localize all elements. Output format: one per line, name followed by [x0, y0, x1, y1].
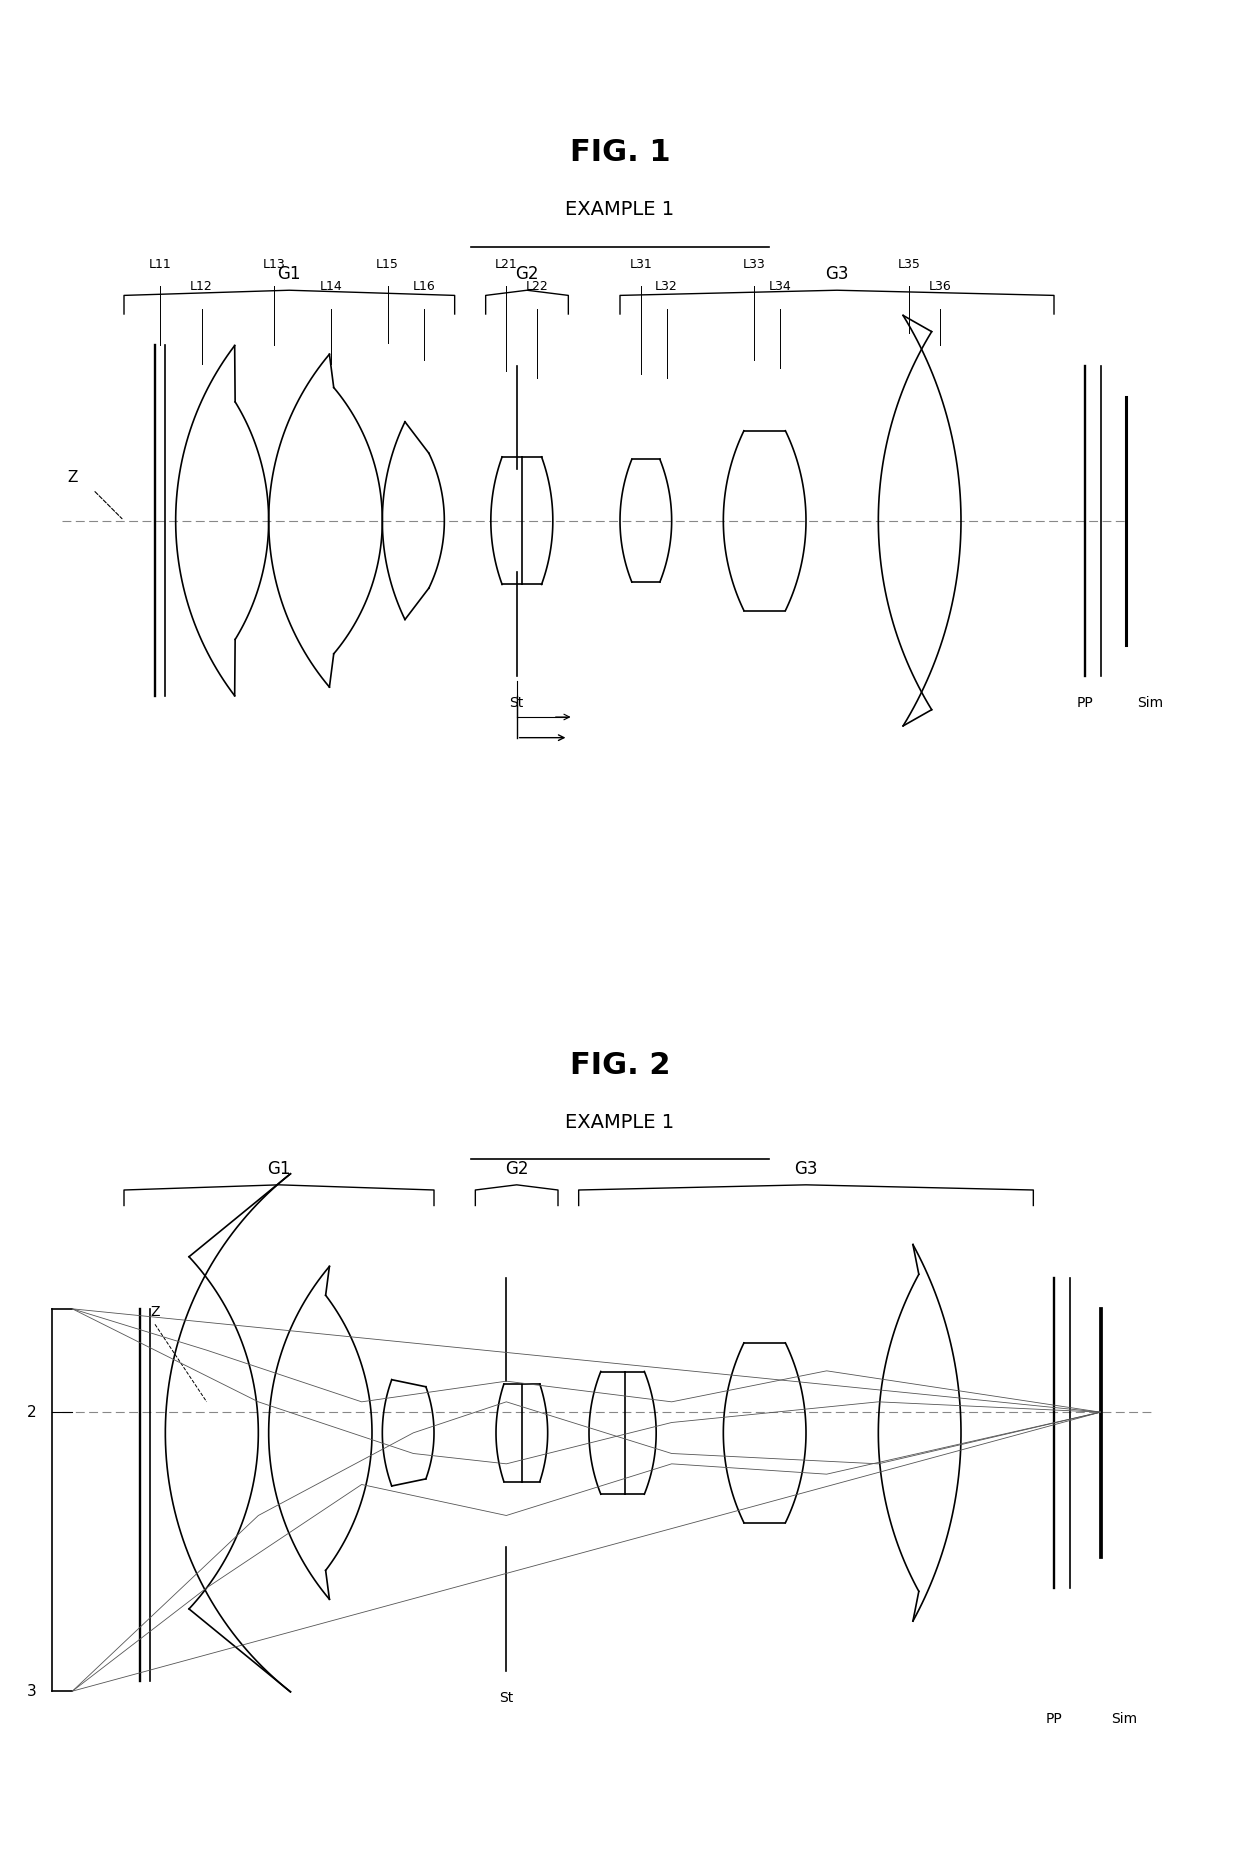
Text: St: St — [510, 696, 523, 711]
Text: L34: L34 — [769, 280, 791, 293]
Text: L11: L11 — [149, 257, 171, 270]
Text: L36: L36 — [929, 280, 952, 293]
Text: L14: L14 — [319, 280, 342, 293]
Text: G2: G2 — [505, 1159, 528, 1178]
Text: PP: PP — [1076, 696, 1094, 711]
Text: G3: G3 — [795, 1159, 817, 1178]
Text: Sim: Sim — [1111, 1711, 1137, 1726]
Text: EXAMPLE 1: EXAMPLE 1 — [565, 1112, 675, 1131]
Text: L16: L16 — [412, 280, 435, 293]
Text: EXAMPLE 1: EXAMPLE 1 — [565, 201, 675, 219]
Text: PP: PP — [1045, 1711, 1063, 1726]
Text: 3: 3 — [26, 1683, 36, 1698]
Text: Z: Z — [150, 1306, 160, 1319]
Text: 2: 2 — [26, 1405, 36, 1420]
Text: L22: L22 — [526, 280, 549, 293]
Text: St: St — [500, 1690, 513, 1705]
Text: G3: G3 — [826, 265, 848, 283]
Text: FIG. 1: FIG. 1 — [569, 139, 671, 167]
Text: L12: L12 — [190, 280, 213, 293]
Text: Sim: Sim — [1137, 696, 1163, 711]
Text: L33: L33 — [743, 257, 766, 270]
Text: L13: L13 — [263, 257, 285, 270]
Text: FIG. 2: FIG. 2 — [569, 1051, 671, 1079]
Text: L31: L31 — [629, 257, 652, 270]
Text: L32: L32 — [655, 280, 678, 293]
Text: Z: Z — [67, 469, 78, 484]
Text: G1: G1 — [268, 1159, 290, 1178]
Text: L21: L21 — [495, 257, 518, 270]
Text: L15: L15 — [376, 257, 399, 270]
Text: G1: G1 — [278, 265, 301, 283]
Text: G2: G2 — [516, 265, 538, 283]
Text: L35: L35 — [898, 257, 921, 270]
